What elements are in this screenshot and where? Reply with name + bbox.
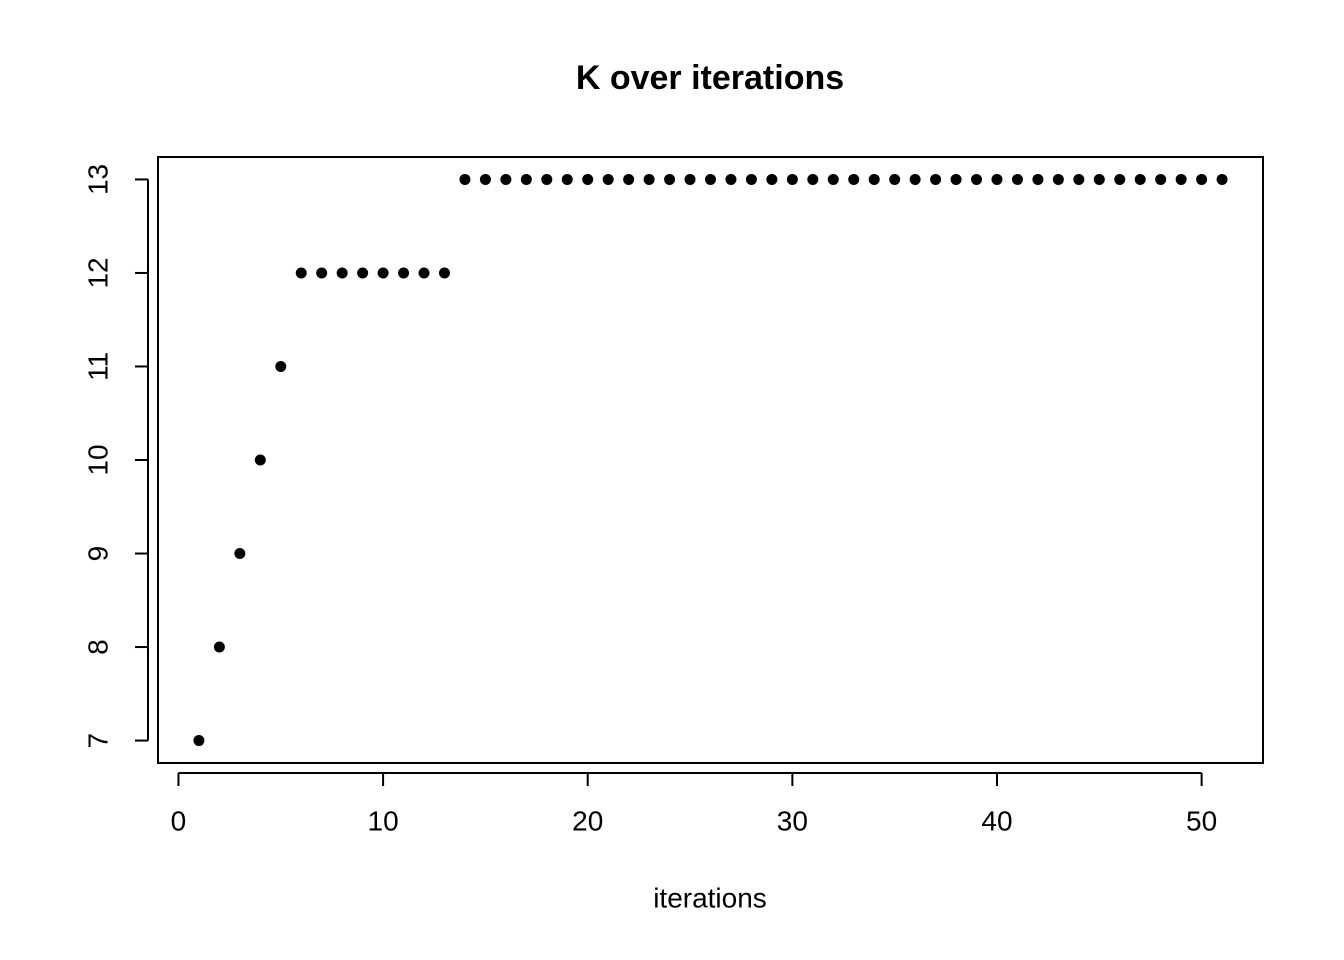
- point: [930, 173, 942, 185]
- point: [1175, 173, 1187, 185]
- point: [1073, 173, 1085, 185]
- point: [725, 173, 737, 185]
- point: [1155, 173, 1167, 185]
- point: [1134, 173, 1146, 185]
- point: [643, 173, 655, 185]
- point: [1114, 173, 1126, 185]
- point: [295, 267, 307, 279]
- x-tick-label: 10: [368, 805, 399, 836]
- y-tick-label: 7: [82, 733, 113, 749]
- x-tick-label: 0: [171, 805, 187, 836]
- point: [684, 173, 696, 185]
- point: [336, 267, 348, 279]
- point: [766, 173, 778, 185]
- x-tick-label: 40: [981, 805, 1012, 836]
- x-axis-label: iterations: [653, 882, 767, 913]
- x-tick-label: 20: [572, 805, 603, 836]
- point: [1011, 173, 1023, 185]
- point: [1032, 173, 1044, 185]
- point: [950, 173, 962, 185]
- y-tick-label: 13: [82, 164, 113, 195]
- point: [1093, 173, 1105, 185]
- point: [357, 267, 369, 279]
- point: [602, 173, 614, 185]
- point: [807, 173, 819, 185]
- point: [254, 454, 266, 466]
- point: [561, 173, 573, 185]
- x-tick-label: 30: [777, 805, 808, 836]
- y-tick-label: 10: [82, 444, 113, 475]
- y-tick-label: 12: [82, 257, 113, 288]
- point: [623, 173, 635, 185]
- point: [889, 173, 901, 185]
- plot-box: [157, 156, 1264, 764]
- point: [848, 173, 860, 185]
- point: [1052, 173, 1064, 185]
- point: [500, 173, 512, 185]
- point: [1196, 173, 1208, 185]
- y-tick-label: 9: [82, 546, 113, 562]
- y-tick-label: 8: [82, 639, 113, 655]
- point: [827, 173, 839, 185]
- point: [275, 360, 287, 372]
- point: [234, 548, 246, 560]
- point: [520, 173, 532, 185]
- point: [213, 641, 225, 653]
- point: [786, 173, 798, 185]
- point: [459, 173, 471, 185]
- point: [1216, 173, 1228, 185]
- point: [398, 267, 410, 279]
- point: [377, 267, 389, 279]
- point: [418, 267, 430, 279]
- point: [705, 173, 716, 185]
- point: [971, 173, 983, 185]
- x-tick-label: 50: [1186, 805, 1217, 836]
- point: [745, 173, 757, 185]
- point: [541, 173, 553, 185]
- point: [991, 173, 1003, 185]
- point: [868, 173, 880, 185]
- point: [438, 267, 450, 279]
- point: [479, 173, 491, 185]
- point: [664, 173, 676, 185]
- chart-title: K over iterations: [576, 59, 844, 97]
- point: [193, 735, 205, 747]
- y-tick-label: 11: [82, 352, 113, 381]
- point: [316, 267, 328, 279]
- point: [582, 173, 594, 185]
- point: [909, 173, 921, 185]
